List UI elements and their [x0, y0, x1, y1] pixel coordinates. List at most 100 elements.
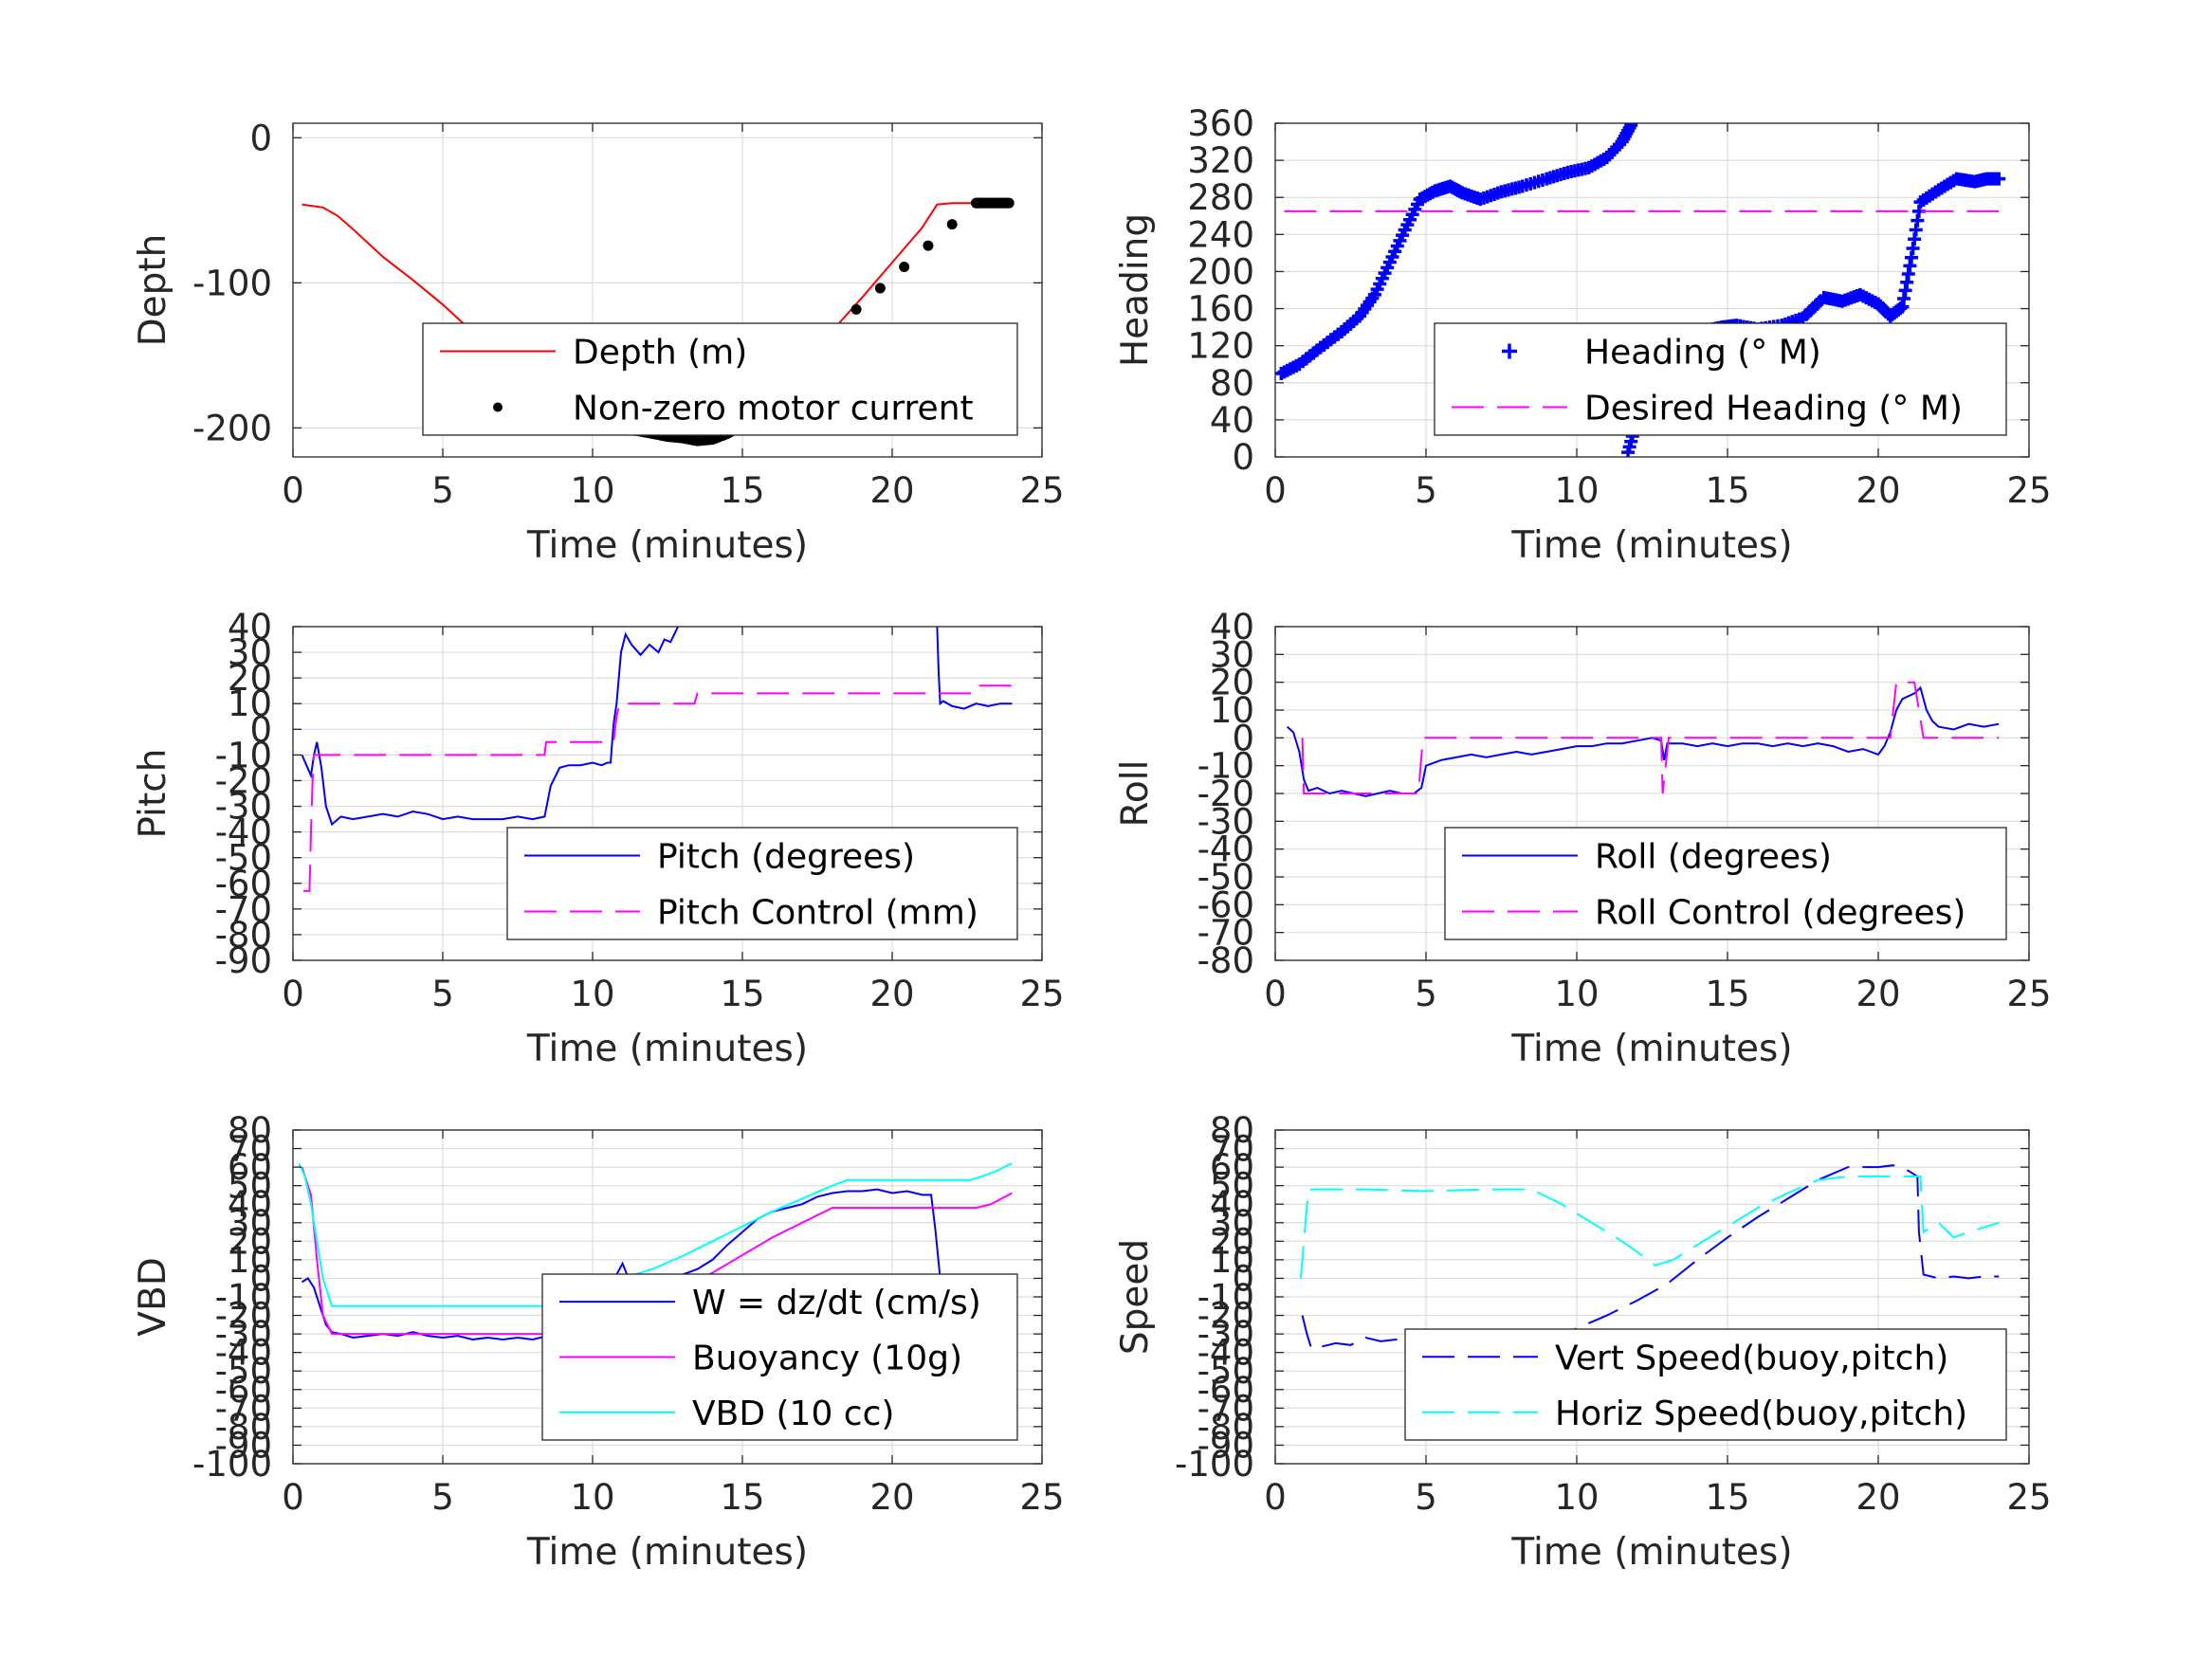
- legend: Roll (degrees) Roll Control (degrees): [1444, 827, 2007, 940]
- x-tick-label: 10: [570, 1477, 614, 1518]
- y-tick-label: 50: [228, 1166, 272, 1207]
- y-tick-label: 320: [1187, 140, 1254, 181]
- y-tick-label: -30: [1197, 1314, 1254, 1355]
- x-tick-label: 10: [570, 974, 614, 1014]
- y-tick-label: 30: [1210, 1203, 1254, 1244]
- y-tick-label: -40: [215, 812, 272, 853]
- motor-current-dot: [923, 240, 934, 251]
- y-axis-label: Heading: [1114, 213, 1157, 367]
- legend: Heading (° M) Desired Heading (° M): [1434, 322, 2007, 436]
- x-tick-label: 15: [1705, 470, 1749, 511]
- x-tick-label: 10: [1554, 974, 1599, 1014]
- legend-label: Heading (° M): [1584, 334, 1821, 373]
- x-tick-label: 0: [1264, 470, 1287, 511]
- x-axis-label: Time (minutes): [526, 1531, 808, 1574]
- y-tick-label: 30: [228, 1203, 272, 1244]
- legend: Vert Speed(buoy,pitch) Horiz Speed(buoy,p…: [1404, 1328, 2007, 1441]
- series-line: [298, 1162, 1013, 1307]
- legend-box: [506, 827, 1018, 940]
- y-axis-label: Roll: [1114, 760, 1157, 828]
- y-tick-label: -40: [1197, 830, 1254, 870]
- legend-label: Vert Speed(buoy,pitch): [1555, 1339, 1948, 1377]
- chart-pitch: 0 5 10 15 20 25403020100-10-20-30-40-50-60-70…: [132, 607, 1065, 1070]
- series-speed-0: [1301, 1164, 2000, 1350]
- y-tick-label: -80: [1197, 940, 1254, 981]
- y-tick-label: 70: [228, 1129, 272, 1170]
- x-tick-label: 10: [1554, 1477, 1599, 1518]
- y-tick-label: -30: [215, 787, 272, 828]
- legend-label: Buoyancy (10g): [692, 1340, 962, 1378]
- y-tick-label: -80: [215, 915, 272, 956]
- legend-box: [1404, 1328, 2007, 1441]
- y-tick-label: 40: [1210, 400, 1254, 441]
- x-tick-label: 20: [1856, 974, 1900, 1014]
- series-line: [1301, 681, 2000, 794]
- legend-label: Desired Heading (° M): [1584, 390, 1963, 428]
- y-tick-label: -100: [192, 1444, 272, 1485]
- y-tick-label: -70: [215, 1388, 272, 1429]
- y-axis-label: Depth: [132, 234, 174, 347]
- y-tick-label: -70: [215, 889, 272, 930]
- y-tick-label: -50: [215, 1351, 272, 1392]
- y-tick-label: -60: [1197, 1370, 1254, 1411]
- y-tick-label: 40: [228, 607, 272, 647]
- motor-current-dot: [850, 303, 862, 315]
- series-line: [936, 627, 1013, 710]
- x-tick-label: 20: [869, 470, 914, 511]
- motor-current-dot: [946, 219, 958, 230]
- x-tick-label: 20: [869, 974, 914, 1014]
- axes-box: [1274, 122, 2030, 458]
- y-tick-label: 20: [228, 658, 272, 699]
- y-tick-label: -40: [1197, 1333, 1254, 1374]
- legend-box: [422, 322, 1018, 436]
- y-axis-label: VBD: [132, 1257, 174, 1336]
- x-tick-label: 0: [282, 974, 304, 1014]
- chart-roll: 0 5 10 15 20 25403020100-10-20-30-40-50-60-70…: [1114, 607, 2052, 1070]
- y-tick-label: 0: [1232, 1258, 1254, 1299]
- chart-speed: 0 5 10 15 20 2580706050403020100-10-20-30-40-…: [1114, 1110, 2052, 1574]
- y-tick-label: -10: [215, 735, 272, 775]
- chart-depth: 0 5 10 15 20 25 0 -100 -200 Time (minutes) Depth De…: [132, 118, 1065, 567]
- x-tick-label: 5: [431, 470, 454, 511]
- x-tick-label: 20: [869, 1477, 914, 1518]
- y-tick-label: 0: [249, 1258, 272, 1299]
- legend-box: [1434, 322, 2007, 436]
- y-tick-label: 10: [1210, 1240, 1254, 1281]
- y-tick-label: 20: [1210, 1221, 1254, 1262]
- y-tick-label: -60: [215, 864, 272, 904]
- legend-label: Pitch (degrees): [657, 838, 915, 877]
- y-tick-label: -30: [215, 1314, 272, 1355]
- y-tick-label: -10: [1197, 1277, 1254, 1318]
- legend-swatch: [493, 402, 503, 412]
- legend-label: Non-zero motor current: [573, 390, 974, 428]
- y-tick-label: -90: [215, 940, 272, 981]
- y-tick-label: 0: [249, 709, 272, 750]
- legend: W = dz/dt (cm/s) Buoyancy (10g) VBD (10 cc…: [541, 1273, 1018, 1441]
- y-tick-label: -50: [1197, 857, 1254, 898]
- x-tick-label: 25: [1019, 1477, 1064, 1518]
- y-tick-label: 50: [1210, 1166, 1254, 1207]
- x-tick-label: 15: [720, 974, 764, 1014]
- x-tick-label: 5: [1415, 1477, 1437, 1518]
- x-tick-label: 25: [2006, 1477, 2051, 1518]
- y-tick-label: 40: [1210, 607, 1254, 647]
- series-vbd-2: [298, 1162, 1013, 1307]
- y-tick-label: -60: [215, 1370, 272, 1411]
- y-tick-label: -70: [1197, 1388, 1254, 1429]
- legend-label: Horiz Speed(buoy,pitch): [1555, 1395, 1967, 1433]
- x-tick-label: 5: [431, 974, 454, 1014]
- series-line: [1301, 1164, 2000, 1350]
- x-tick-label: 25: [1019, 974, 1064, 1014]
- series-speed-1: [1300, 1175, 2000, 1279]
- legend-label: Depth (m): [573, 334, 747, 373]
- x-axis-label: Time (minutes): [526, 524, 808, 567]
- x-tick-label: 20: [1856, 470, 1900, 511]
- motor-current-dot: [874, 283, 886, 294]
- y-tick-label: 10: [228, 1240, 272, 1281]
- y-tick-label: 30: [228, 632, 272, 673]
- y-tick-label: -100: [192, 263, 272, 303]
- y-tick-label: -30: [1197, 801, 1254, 842]
- motor-current-dot: [1003, 197, 1015, 209]
